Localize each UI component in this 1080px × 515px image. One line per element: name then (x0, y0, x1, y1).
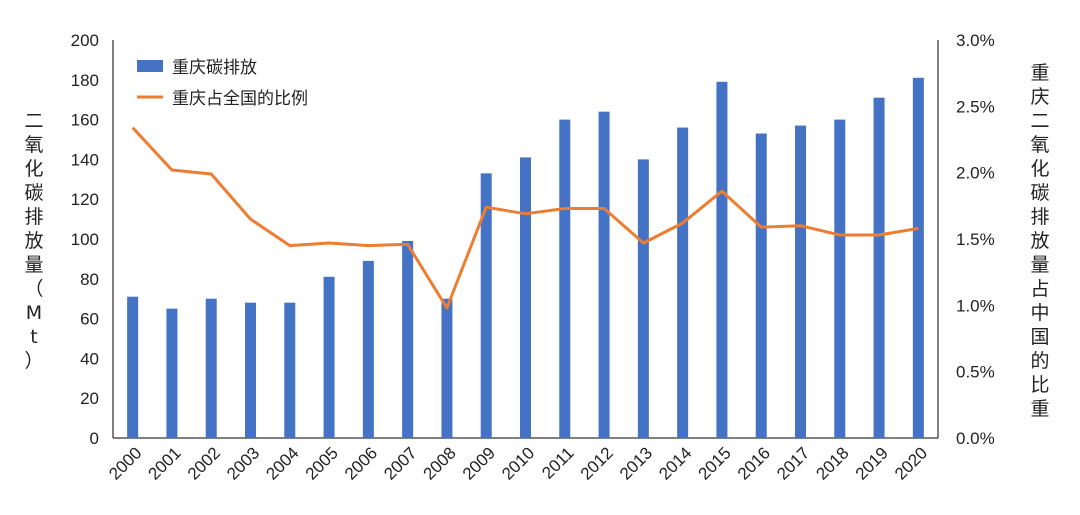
left-tick-label: 160 (71, 111, 99, 130)
x-tick-label: 2013 (616, 443, 656, 483)
legend-swatch-bar (137, 60, 163, 72)
bar (127, 296, 139, 438)
right-tick-label: 0.0% (956, 429, 995, 448)
x-tick-label: 2017 (773, 443, 813, 483)
left-tick-label: 60 (80, 310, 99, 329)
x-tick-label: 2008 (420, 443, 460, 483)
legend-label-line: 重庆占全国的比例 (172, 89, 308, 109)
bar (834, 119, 846, 438)
left-tick-label: 0 (90, 429, 99, 448)
left-tick-label: 20 (80, 389, 99, 408)
left-tick-label: 40 (80, 349, 99, 368)
x-tick-label: 2010 (498, 443, 538, 483)
x-tick-label: 2005 (302, 443, 342, 483)
left-axis-ticks: 0 20 40 60 80 100 120 140 160 180 200 (71, 31, 99, 448)
bar (559, 119, 571, 438)
right-tick-label: 1.0% (956, 296, 995, 315)
right-tick-label: 1.5% (956, 230, 995, 249)
x-tick-label: 2015 (695, 443, 735, 483)
bar (284, 302, 296, 438)
bar (520, 157, 531, 438)
left-tick-label: 80 (80, 270, 99, 289)
bar (166, 308, 178, 438)
x-tick-label: 2000 (105, 443, 145, 483)
right-tick-label: 3.0% (956, 31, 995, 50)
bar (402, 240, 414, 438)
x-tick-label: 2019 (852, 443, 892, 483)
x-axis-ticks: 2000 2001 2002 2003 2004 2005 2006 2007 2008 2009… (105, 443, 931, 483)
right-tick-label: 2.0% (956, 164, 995, 183)
right-tick-label: 0.5% (956, 363, 995, 382)
bar-series (127, 77, 924, 439)
bar (362, 260, 374, 438)
line-series (131, 126, 919, 310)
bar (205, 298, 217, 438)
bar (716, 81, 728, 438)
x-tick-label: 2014 (655, 443, 695, 483)
bar (441, 298, 453, 438)
line-path (131, 126, 919, 310)
x-tick-label: 2002 (184, 443, 224, 483)
left-tick-label: 140 (71, 150, 99, 169)
bar (912, 77, 924, 438)
left-tick-label: 120 (71, 190, 99, 209)
x-tick-label: 2011 (538, 443, 577, 482)
x-tick-label: 2007 (380, 443, 420, 483)
bar (755, 133, 767, 438)
x-tick-label: 2020 (891, 443, 931, 483)
bar (795, 125, 806, 438)
y-right-axis-label: 重庆二氧化碳排放量占中国的比重 (1030, 62, 1049, 420)
right-axis-ticks: 0.0% 0.5% 1.0% 1.5% 2.0% 2.5% 3.0% (956, 31, 995, 448)
bar (677, 127, 689, 438)
x-tick-label: 2004 (262, 443, 302, 483)
x-tick-label: 2009 (459, 443, 499, 483)
bar (598, 111, 610, 438)
left-tick-label: 200 (71, 31, 99, 50)
bar (480, 173, 492, 438)
bar (245, 302, 256, 438)
bar (323, 276, 335, 438)
x-tick-label: 2016 (734, 443, 774, 483)
right-tick-label: 2.5% (956, 97, 995, 116)
x-tick-label: 2006 (341, 443, 381, 483)
bar (873, 97, 885, 439)
x-tick-label: 2018 (812, 443, 852, 483)
left-tick-label: 180 (71, 71, 99, 90)
x-tick-label: 2001 (145, 443, 185, 483)
left-tick-label: 100 (71, 230, 99, 249)
x-tick-label: 2003 (223, 443, 263, 483)
x-tick-label: 2012 (577, 443, 617, 483)
legend-label-bar: 重庆碳排放 (172, 58, 257, 78)
bar (637, 159, 649, 438)
